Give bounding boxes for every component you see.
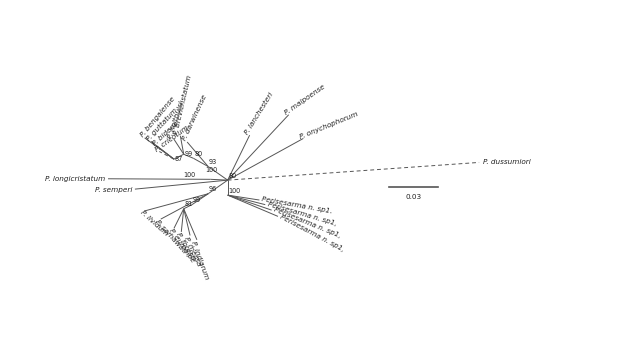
Text: P. samawati: P. samawati [154,218,188,254]
Text: P. messa: P. messa [183,235,202,267]
Text: P. darwinense: P. darwinense [181,94,207,142]
Text: P. holthuisi: P. holthuisi [168,100,185,139]
Text: 100: 100 [205,167,218,173]
Text: P. eumolpe: P. eumolpe [168,228,196,264]
Text: P. bengalense: P. bengalense [139,96,176,138]
Text: P. malpoense: P. malpoense [284,83,326,115]
Text: P. brevicristatum: P. brevicristatum [173,74,193,135]
Text: P. foresti: P. foresti [175,232,195,262]
Text: 99: 99 [185,151,193,157]
Text: 80: 80 [195,151,203,157]
Text: Perisesarma n. sp1,: Perisesarma n. sp1, [267,201,338,227]
Text: P. lanchesteri: P. lanchesteri [244,91,274,135]
Text: P. bidens: P. bidens [151,121,180,147]
Text: 99: 99 [193,197,201,203]
Text: P. longicristatum: P. longicristatum [45,176,106,182]
Text: Perisesarma n. sp1,: Perisesarma n. sp1, [279,213,345,252]
Text: P. lividum: P. lividum [139,209,169,237]
Text: 87: 87 [175,156,183,162]
Text: 100: 100 [184,172,196,178]
Text: P. dussumiori: P. dussumiori [483,159,530,165]
Text: Perisesarma n. sp1.: Perisesarma n. sp1. [261,196,333,215]
Text: 0.03: 0.03 [405,194,421,200]
Text: P. guttatum: P. guttatum [146,107,178,142]
Text: 96: 96 [209,187,217,193]
Text: 80: 80 [229,173,237,179]
Text: P. indiarum: P. indiarum [190,240,210,280]
Text: 81: 81 [185,201,193,207]
Text: 100: 100 [229,188,241,194]
Text: P. cricotum: P. cricotum [154,124,190,153]
Text: P. semperi: P. semperi [95,187,132,193]
Text: 93: 93 [209,159,217,165]
Text: Perisesarma n. sp1,: Perisesarma n. sp1, [273,207,341,239]
Text: P. onychophorum: P. onychophorum [299,111,359,140]
